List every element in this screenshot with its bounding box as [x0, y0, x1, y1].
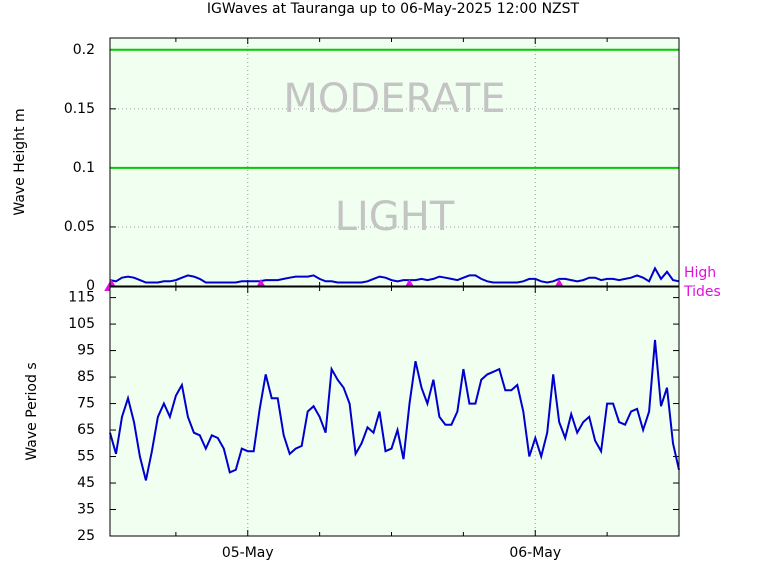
y-tick-label: 105	[68, 316, 95, 332]
y-tick-label: 75	[77, 396, 95, 412]
y-tick-label: 95	[77, 343, 95, 359]
y-tick-label: 0	[86, 278, 95, 294]
y-tick-label: 0.1	[73, 160, 95, 176]
x-tick-label: 06-May	[509, 545, 561, 561]
y-tick-label: 115	[68, 290, 95, 306]
y-tick-label: 65	[77, 422, 95, 438]
y-tick-label: 35	[77, 502, 95, 518]
y-tick-label: 0.2	[73, 42, 95, 58]
band-label: MODERATE	[283, 76, 505, 122]
y-tick-label: 55	[77, 449, 95, 465]
y-tick-label: 85	[77, 369, 95, 385]
tide-label: High	[684, 265, 716, 281]
y-axis-label: Wave Height m	[12, 108, 28, 215]
x-tick-label: 05-May	[222, 545, 274, 561]
plot-area	[110, 287, 679, 536]
y-tick-label: 45	[77, 475, 95, 491]
y-axis-label: Wave Period s	[24, 362, 40, 460]
band-label: LIGHT	[335, 194, 455, 240]
plot-border	[109, 37, 680, 287]
y-tick-label: 0.15	[64, 101, 95, 117]
tide-label: Tides	[683, 284, 721, 300]
plot-area	[110, 38, 679, 286]
y-tick-label: 25	[77, 528, 95, 544]
chart-title: IGWaves at Tauranga up to 06-May-2025 12…	[207, 1, 580, 17]
data-line	[109, 266, 680, 284]
plot-border	[109, 286, 680, 537]
y-tick-label: 0.05	[64, 219, 95, 235]
data-line	[109, 339, 680, 481]
